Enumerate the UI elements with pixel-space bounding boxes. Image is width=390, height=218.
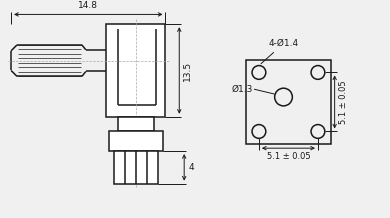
Bar	[114, 151, 158, 184]
Text: 4-Ø1.4: 4-Ø1.4	[261, 39, 299, 64]
Text: 14.8: 14.8	[78, 2, 98, 10]
Text: 5.1 ± 0.05: 5.1 ± 0.05	[339, 80, 347, 124]
Text: 4: 4	[188, 163, 194, 172]
Bar	[246, 60, 331, 144]
Text: Ø1.3: Ø1.3	[232, 85, 253, 94]
Bar	[106, 24, 165, 117]
Text: 5.1 ± 0.05: 5.1 ± 0.05	[267, 152, 310, 161]
Bar	[110, 131, 163, 151]
Text: 13.5: 13.5	[183, 60, 192, 80]
Bar	[118, 117, 154, 131]
